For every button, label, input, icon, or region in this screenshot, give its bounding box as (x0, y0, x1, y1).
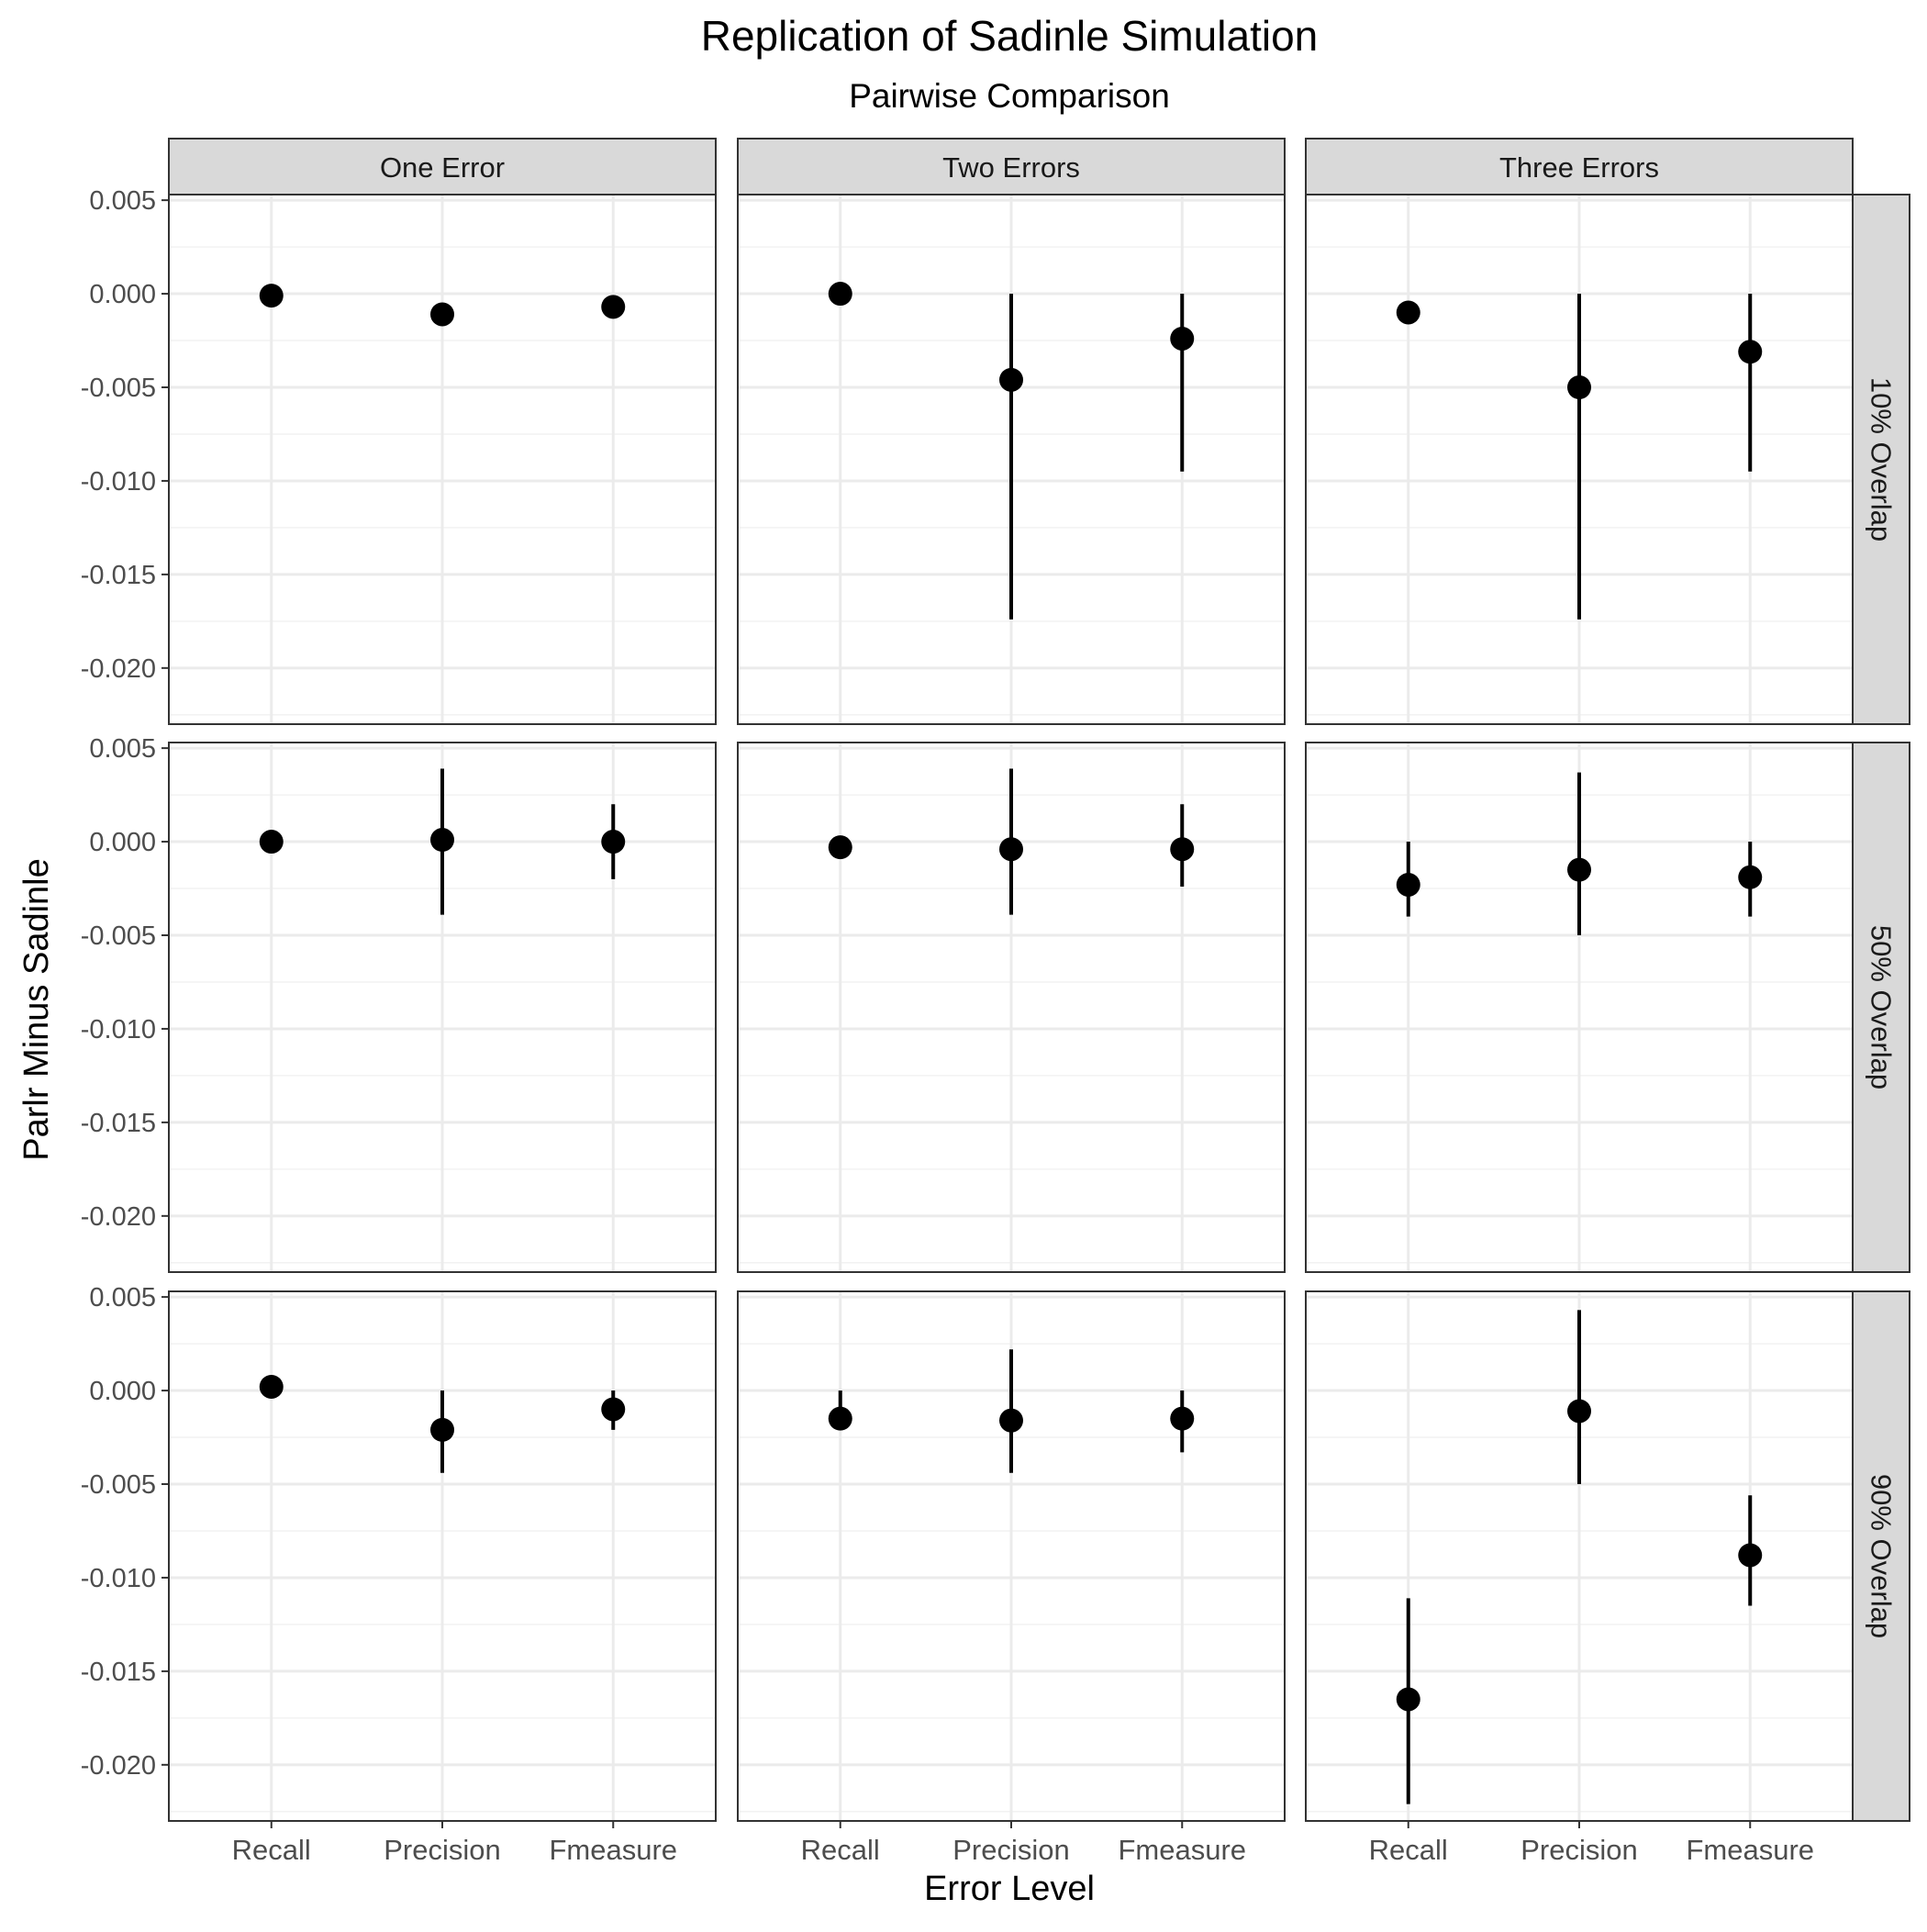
y-tick-label: -0.010 (81, 467, 156, 497)
y-tick-label: -0.015 (81, 1109, 156, 1138)
y-tick-label: 0.000 (89, 280, 156, 309)
data-point-precision (999, 1408, 1023, 1433)
y-tick-label: -0.005 (81, 1470, 156, 1500)
column-strip-three-errors (1305, 138, 1854, 196)
x-tick-label: Fmeasure (1118, 1834, 1246, 1866)
data-point-recall (259, 1374, 284, 1399)
x-tick-label: Precision (384, 1834, 501, 1866)
data-point-fmeasure (1170, 837, 1195, 862)
row-strip-label: 10% Overlap (1866, 377, 1898, 542)
panel-border-10-overlap-one-error (168, 194, 717, 725)
data-point-fmeasure (1170, 326, 1195, 351)
y-tick-label: -0.020 (81, 1202, 156, 1232)
y-tick-label: -0.005 (81, 921, 156, 951)
row-strip-label: 90% Overlap (1866, 1474, 1898, 1638)
data-point-recall (828, 1406, 852, 1431)
data-point-fmeasure (1738, 340, 1763, 364)
data-point-recall (259, 284, 284, 308)
data-point-precision (430, 1417, 454, 1442)
x-tick-label: Precision (1520, 1834, 1638, 1866)
column-strip-one-error (168, 138, 717, 196)
data-point-fmeasure (601, 1397, 626, 1422)
panel-border-50-overlap-three-errors (1305, 742, 1854, 1273)
data-point-fmeasure (601, 830, 626, 854)
row-strip-label: 50% Overlap (1866, 925, 1898, 1089)
row-strip-50-overlap (1852, 742, 1910, 1273)
column-strip-label: Two Errors (942, 151, 1080, 184)
y-axis-title: Parlr Minus Sadinle (17, 858, 56, 1160)
data-point-fmeasure (1738, 865, 1763, 889)
y-tick-label: 0.005 (89, 734, 156, 764)
y-tick-label: -0.005 (81, 374, 156, 403)
data-point-precision (999, 837, 1023, 862)
data-point-recall (828, 282, 852, 307)
x-axis-title: Error Level (924, 1870, 1095, 1908)
panel-border-50-overlap-one-error (168, 742, 717, 1273)
data-point-precision (1567, 857, 1591, 882)
column-strip-label: Three Errors (1499, 151, 1659, 184)
panel-border-50-overlap-two-errors (737, 742, 1286, 1273)
chart-title: Replication of Sadinle Simulation (701, 12, 1319, 60)
y-tick-label: 0.005 (89, 186, 156, 216)
y-tick-label: -0.015 (81, 1658, 156, 1687)
y-tick-label: -0.010 (81, 1564, 156, 1593)
x-tick-label: Recall (232, 1834, 311, 1866)
data-point-recall (828, 835, 852, 860)
y-tick-label: 0.000 (89, 1377, 156, 1406)
data-point-precision (1567, 375, 1591, 400)
x-tick-label: Recall (801, 1834, 880, 1866)
x-tick-label: Recall (1369, 1834, 1448, 1866)
data-point-precision (430, 302, 454, 327)
x-tick-label: Precision (952, 1834, 1070, 1866)
chart-subtitle: Pairwise Comparison (849, 77, 1170, 115)
data-point-precision (1567, 1399, 1591, 1424)
y-tick-label: 0.005 (89, 1283, 156, 1312)
data-point-fmeasure (1738, 1543, 1763, 1568)
data-point-fmeasure (1170, 1406, 1195, 1431)
y-tick-label: 0.000 (89, 828, 156, 857)
data-point-precision (999, 367, 1023, 392)
y-tick-label: -0.015 (81, 561, 156, 590)
data-point-recall (1396, 1687, 1420, 1712)
y-tick-label: -0.010 (81, 1015, 156, 1044)
row-strip-10-overlap (1852, 194, 1910, 725)
column-strip-label: One Error (380, 151, 505, 184)
x-tick-label: Fmeasure (549, 1834, 677, 1866)
panel-border-10-overlap-three-errors (1305, 194, 1854, 725)
data-point-recall (1396, 300, 1420, 325)
panel-border-10-overlap-two-errors (737, 194, 1286, 725)
y-tick-label: -0.020 (81, 1751, 156, 1781)
data-point-recall (259, 830, 284, 854)
column-strip-two-errors (737, 138, 1286, 196)
data-point-precision (430, 828, 454, 853)
data-point-fmeasure (601, 295, 626, 319)
y-tick-label: -0.020 (81, 654, 156, 684)
data-point-recall (1396, 872, 1420, 897)
x-tick-label: Fmeasure (1686, 1834, 1814, 1866)
